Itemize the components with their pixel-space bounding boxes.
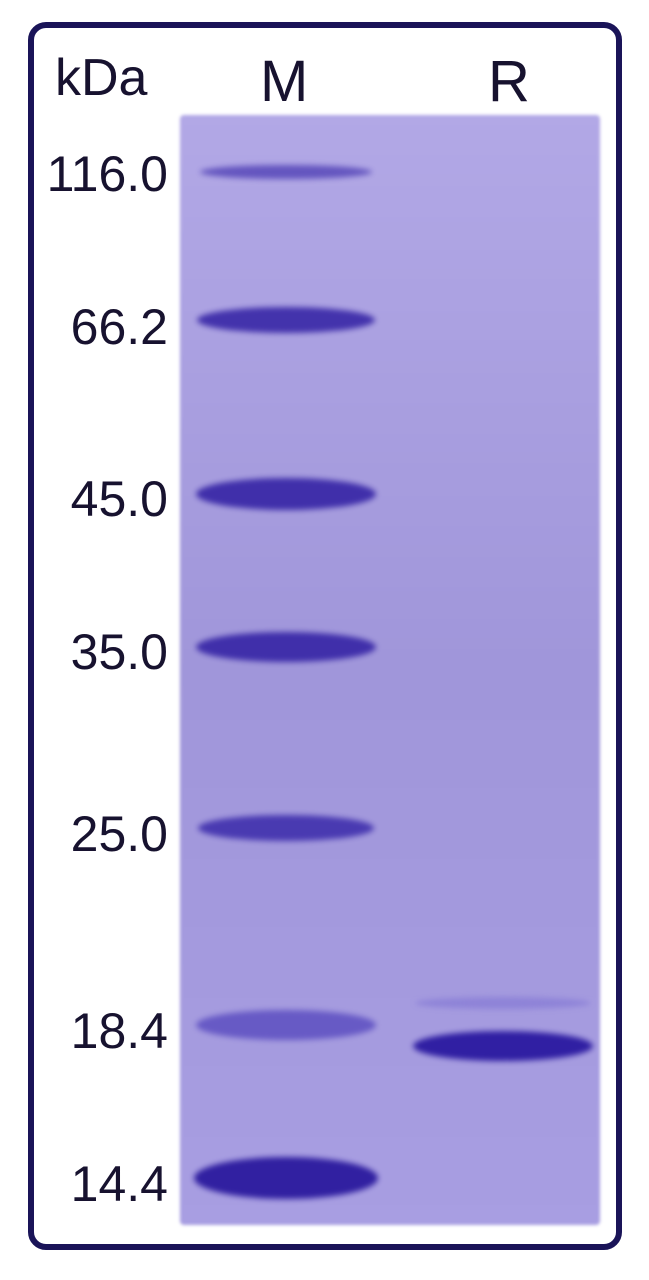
gel-band <box>196 1010 376 1040</box>
gel-band <box>196 632 376 662</box>
mw-label: 18.4 <box>8 1002 168 1060</box>
mw-label: 14.4 <box>8 1155 168 1213</box>
gel-band <box>194 1157 378 1199</box>
mw-label: 116.0 <box>8 145 168 203</box>
mw-label: 35.0 <box>8 623 168 681</box>
gel-band <box>197 307 375 333</box>
gel-band <box>200 165 372 179</box>
axis-unit-label: kDa <box>55 48 147 108</box>
lane-label-marker: M <box>260 48 308 115</box>
lane-label-sample: R <box>488 48 530 115</box>
gel-band <box>198 815 374 841</box>
mw-label: 66.2 <box>8 298 168 356</box>
mw-label: 45.0 <box>8 470 168 528</box>
gel-band <box>415 997 591 1009</box>
gel-band <box>413 1031 593 1061</box>
gel-band <box>196 478 376 510</box>
mw-label: 25.0 <box>8 805 168 863</box>
